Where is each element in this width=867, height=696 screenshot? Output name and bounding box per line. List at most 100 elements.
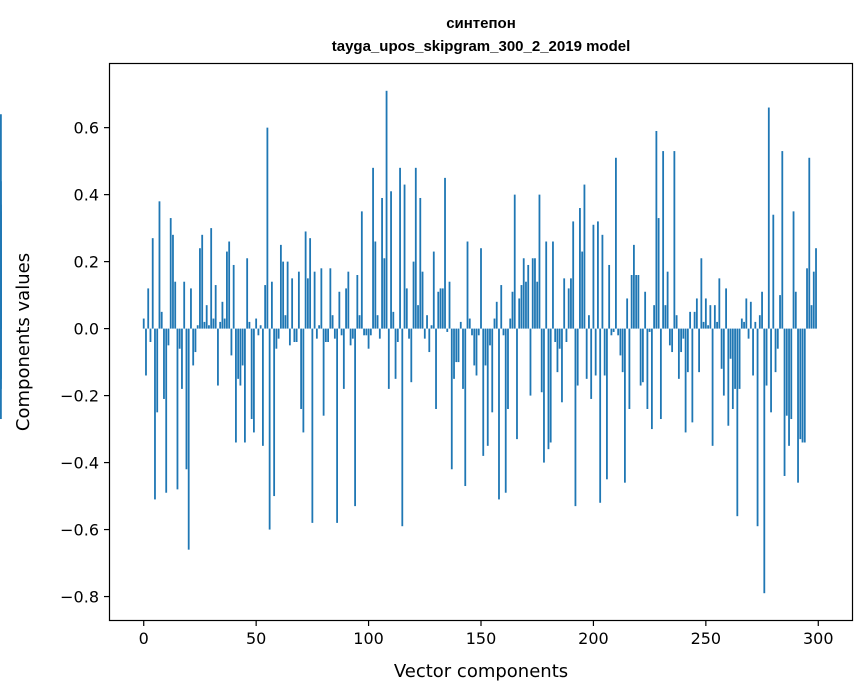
x-axis-ticks: 0 50 100 150 200 250 300 <box>139 620 834 648</box>
bar <box>747 328 750 339</box>
bar <box>480 248 482 329</box>
bar <box>383 258 386 329</box>
bar <box>707 325 709 329</box>
chart-subtitle: tayga_upos_skipgram_300_2_2019 model <box>332 38 631 55</box>
bar <box>655 130 658 329</box>
bar <box>734 328 736 389</box>
bar <box>477 328 480 336</box>
bar <box>709 305 712 329</box>
bar <box>145 328 147 376</box>
bar <box>781 151 784 329</box>
bar <box>704 298 707 329</box>
bar <box>603 328 606 376</box>
bar <box>432 251 435 329</box>
bar <box>547 328 550 450</box>
bar <box>561 328 563 403</box>
bar <box>770 328 772 413</box>
bar <box>633 244 635 329</box>
bar <box>772 214 775 329</box>
y-tick-label: −0.6 <box>60 521 99 540</box>
bar <box>803 328 806 443</box>
bar <box>430 325 433 329</box>
bar <box>378 328 381 339</box>
bar <box>794 291 797 329</box>
bar <box>439 288 442 329</box>
bar <box>740 318 743 329</box>
bar <box>648 328 651 332</box>
bar <box>342 328 345 389</box>
x-tick-label: 100 <box>353 629 384 648</box>
bar <box>259 325 262 329</box>
bar <box>419 197 422 329</box>
bar <box>345 288 347 329</box>
bar <box>217 328 219 386</box>
bar <box>774 328 777 373</box>
bar <box>194 328 197 353</box>
x-tick-label: 300 <box>803 629 834 648</box>
bar <box>246 258 249 329</box>
bar <box>338 291 341 329</box>
bar <box>790 328 793 420</box>
bar <box>554 328 557 342</box>
bar <box>212 318 215 329</box>
bar <box>210 228 213 329</box>
bar <box>590 328 593 399</box>
bar <box>664 305 667 329</box>
bar <box>749 301 752 329</box>
bar <box>349 328 352 346</box>
bar <box>689 311 692 329</box>
bar <box>594 328 597 376</box>
bar <box>612 328 615 332</box>
bar <box>354 328 356 507</box>
x-tick-label: 200 <box>578 629 609 648</box>
bar <box>675 315 678 329</box>
bar <box>752 328 754 376</box>
bar <box>387 328 390 389</box>
bar <box>624 328 626 483</box>
bar <box>637 275 640 329</box>
bar <box>385 90 388 329</box>
bar <box>628 328 631 409</box>
bar <box>666 271 669 329</box>
bar <box>455 328 458 363</box>
bar <box>599 328 602 503</box>
bar <box>498 328 500 500</box>
bar <box>235 328 237 443</box>
bar <box>205 305 208 329</box>
bar <box>441 288 444 329</box>
bar <box>351 328 354 339</box>
bar <box>300 328 303 409</box>
bar <box>320 268 323 329</box>
bar <box>641 328 644 383</box>
y-axis-label: Components values <box>13 253 34 431</box>
bar <box>650 328 653 430</box>
bar <box>716 321 718 329</box>
bar <box>457 328 460 363</box>
bar <box>797 328 799 483</box>
bar <box>315 328 318 339</box>
bar <box>646 328 649 409</box>
bar <box>545 241 548 329</box>
bar <box>538 194 541 329</box>
bar <box>606 328 608 480</box>
bar <box>297 271 300 329</box>
bar <box>543 328 545 463</box>
bar <box>226 251 228 329</box>
bar <box>313 271 316 329</box>
bar <box>525 281 527 329</box>
bar <box>0 328 2 420</box>
bar <box>615 157 617 329</box>
bar <box>327 328 329 342</box>
bar <box>574 328 577 507</box>
bar <box>531 258 534 329</box>
bar <box>360 211 363 329</box>
bar <box>187 328 190 550</box>
bar <box>322 328 325 416</box>
bar <box>567 288 570 329</box>
bar <box>147 288 150 329</box>
bar <box>437 291 440 329</box>
x-tick-label: 0 <box>139 629 149 648</box>
bar <box>311 328 314 523</box>
bar <box>275 328 278 349</box>
bar <box>401 328 404 527</box>
